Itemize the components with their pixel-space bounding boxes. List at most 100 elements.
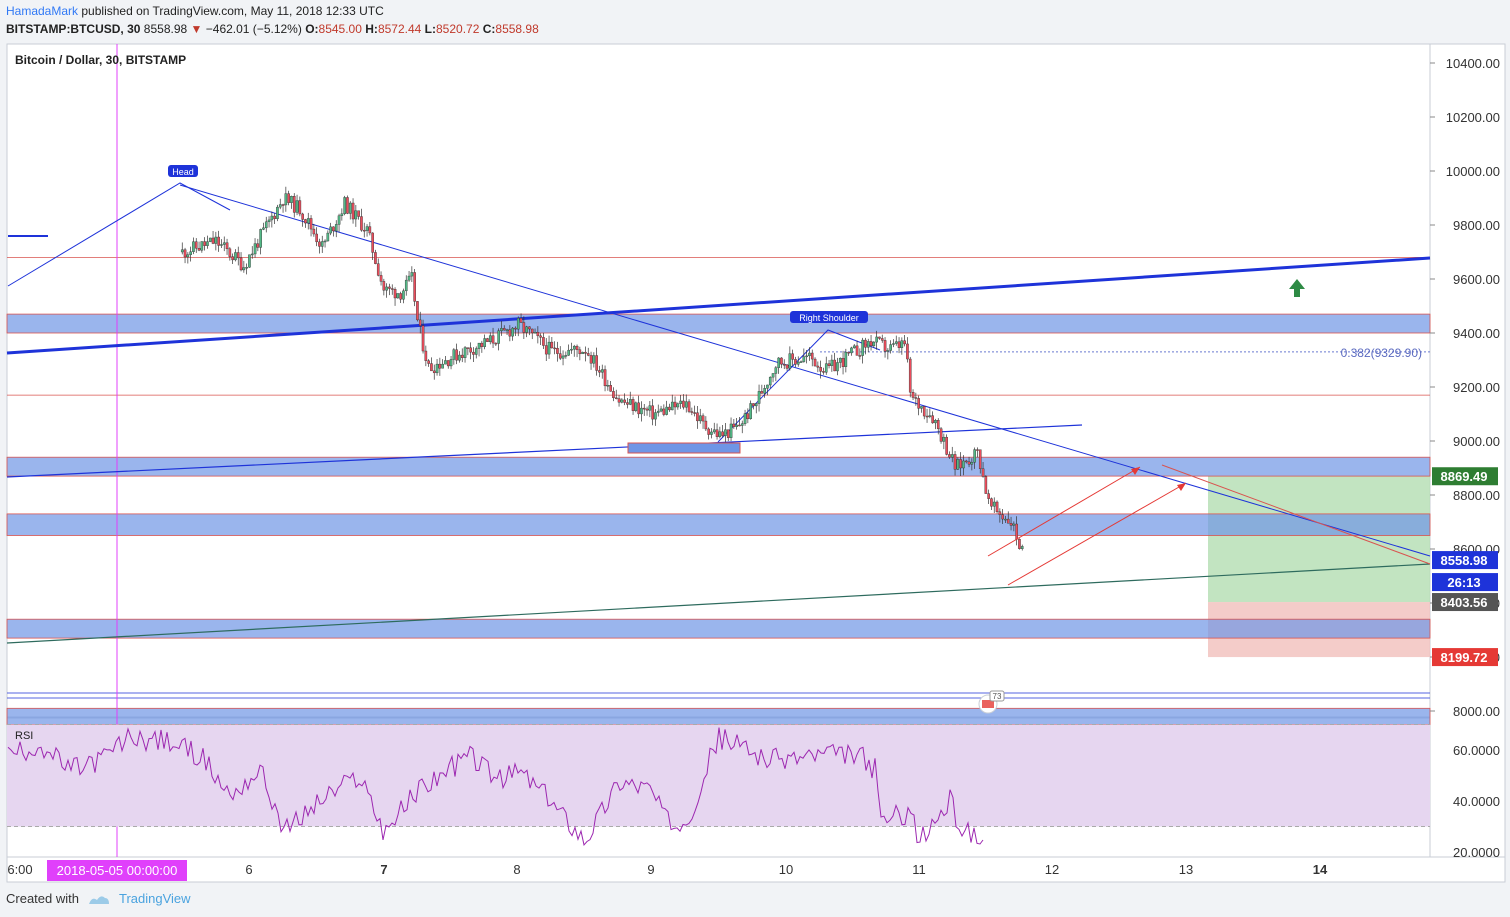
candle-body	[805, 355, 808, 358]
candle-body	[866, 341, 870, 348]
candle-body	[780, 357, 783, 365]
candle-body	[676, 403, 680, 408]
candle-body	[460, 354, 464, 358]
candle-body	[435, 363, 439, 374]
candle-body	[441, 363, 444, 369]
candle-body	[920, 406, 923, 409]
tradingview-logo-icon	[88, 895, 109, 904]
candle-body	[192, 241, 195, 252]
candle-body	[446, 360, 450, 367]
candle-body	[679, 400, 682, 404]
candle-body	[978, 449, 982, 469]
candle-body	[183, 249, 187, 258]
candle-body	[474, 348, 478, 355]
candle-body	[976, 449, 979, 451]
candle-body	[351, 202, 355, 220]
candle-body	[799, 361, 803, 363]
candle-body	[186, 254, 190, 258]
descending-trendline	[179, 184, 1431, 557]
candle-body	[810, 352, 814, 360]
candle-body	[410, 272, 414, 277]
candle-body	[318, 241, 321, 247]
projection-arrow	[1007, 482, 1187, 586]
candle-body	[180, 249, 184, 253]
candle-body	[544, 345, 548, 355]
candle-body	[992, 501, 996, 507]
candle-body	[259, 229, 262, 248]
candle-body	[878, 336, 881, 339]
arrow-head-icon	[1131, 467, 1140, 475]
candle-body	[200, 241, 204, 251]
candle-body	[962, 460, 965, 469]
candle-body	[365, 226, 369, 231]
candle-body	[841, 357, 845, 367]
candle-body	[796, 361, 800, 365]
candle-body	[522, 322, 526, 333]
candle-body	[631, 399, 635, 411]
candle-body	[642, 407, 646, 410]
candle-body	[746, 413, 750, 420]
head-label-bg	[168, 165, 198, 177]
candle-body	[264, 221, 268, 229]
candle-body	[586, 353, 590, 356]
candle-body	[463, 347, 467, 358]
candle-body	[827, 363, 831, 366]
candle-body	[670, 401, 674, 411]
candle-body	[516, 318, 520, 330]
candle-body	[458, 354, 461, 361]
candle-body	[480, 342, 484, 347]
candle-body	[368, 226, 372, 234]
candle-body	[1009, 523, 1013, 526]
candle-body	[931, 415, 934, 424]
candle-body	[603, 369, 607, 387]
candle-body	[206, 241, 209, 246]
candle-body	[987, 493, 990, 499]
price-tick-label: 9200.00	[1453, 380, 1500, 395]
rsi-tick-label: 40.0000	[1453, 794, 1500, 809]
candle-body	[329, 226, 332, 234]
candle-body	[777, 357, 780, 368]
candle-body	[830, 359, 834, 366]
candle-body	[847, 351, 850, 354]
tradingview-link[interactable]: TradingView	[118, 891, 191, 906]
price-pane	[6, 43, 1431, 718]
candle-body	[1020, 546, 1024, 549]
zone-band	[6, 513, 1431, 536]
candle-body	[696, 412, 699, 422]
candle-body	[396, 293, 400, 299]
candle-body	[270, 215, 274, 221]
candle-body	[600, 369, 604, 373]
time-tick-label: 14	[1313, 862, 1328, 877]
candle-body	[292, 196, 296, 213]
candle-body	[665, 406, 668, 415]
candle-body	[304, 219, 307, 224]
candle-body	[662, 408, 666, 415]
candle-body	[889, 344, 892, 351]
candle-body	[320, 241, 324, 247]
candle-body	[262, 227, 265, 230]
candle-body	[1018, 539, 1021, 549]
candle-body	[267, 219, 271, 223]
candle-body	[763, 388, 766, 394]
candle-body	[572, 345, 576, 350]
candle-body	[542, 337, 545, 346]
candle-body	[875, 336, 878, 343]
footer: Created with TradingView	[6, 891, 191, 906]
candle-body	[998, 511, 1002, 515]
candle-body	[295, 200, 299, 213]
candle-body	[334, 224, 338, 232]
symbol-label: BITSTAMP:BTCUSD, 30	[6, 22, 141, 36]
candle-body	[964, 460, 968, 463]
candle-body	[421, 325, 425, 352]
author-link[interactable]: HamadaMark	[6, 4, 79, 18]
created-with-text: Created with	[6, 891, 79, 906]
candle-body	[393, 289, 397, 299]
stop-price-tag: 8199.72	[1441, 650, 1488, 665]
candle-body	[956, 459, 960, 470]
candle-body	[497, 330, 500, 344]
candle-body	[836, 362, 839, 372]
candle-body	[472, 351, 475, 355]
candle-body	[701, 415, 705, 422]
candle-body	[589, 355, 593, 364]
